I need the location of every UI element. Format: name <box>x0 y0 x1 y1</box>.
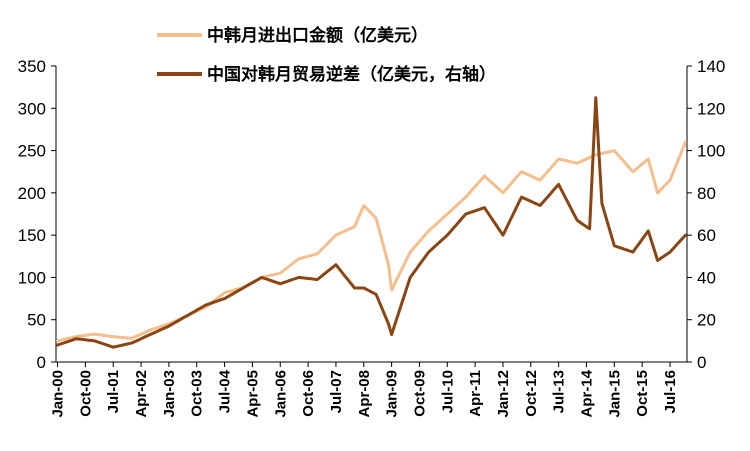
x-tick-label: Jan-03 <box>161 370 178 418</box>
y-right-tick-label: 120 <box>697 99 725 118</box>
y-left-tick-label: 150 <box>18 226 46 245</box>
y-axis-left: 0 50 100 150 200 250 300 350 <box>18 57 56 372</box>
y-left-tick-label: 250 <box>18 142 46 161</box>
y-right-tick-label: 140 <box>697 57 725 76</box>
series-layer <box>56 96 687 349</box>
x-tick-label: Jan-06 <box>272 370 289 418</box>
x-tick-label: Oct-15 <box>634 370 651 417</box>
x-tick-label: Jul-07 <box>328 370 345 413</box>
y-right-tick-label: 40 <box>697 268 716 287</box>
y-right-tick-label: 60 <box>697 226 716 245</box>
series-line-2 <box>56 96 687 349</box>
x-tick-label: Apr-11 <box>467 370 484 417</box>
x-tick-label: Jan-15 <box>606 370 623 418</box>
x-tick-label: Jan-00 <box>50 370 67 418</box>
x-tick-label: Jan-12 <box>495 370 512 418</box>
x-tick-label: Apr-14 <box>578 369 595 417</box>
y-left-tick-label: 350 <box>18 57 46 76</box>
x-tick-label: Oct-06 <box>300 370 317 417</box>
x-tick-label: Apr-02 <box>133 370 150 418</box>
x-tick-label: Oct-03 <box>189 370 206 417</box>
y-right-tick-label: 0 <box>697 353 706 372</box>
x-tick-label: Jan-09 <box>384 370 401 418</box>
y-right-tick-label: 100 <box>697 142 725 161</box>
x-tick-label: Jul-13 <box>551 370 568 413</box>
y-left-tick-label: 50 <box>27 311 46 330</box>
x-axis: Jan-00 Oct-00 Jul-01 Apr-02 Jan-03 Oct-03 Jul-… <box>50 362 679 418</box>
x-tick-label: Jul-01 <box>105 370 122 413</box>
axes <box>55 66 688 363</box>
series-line-1 <box>56 140 687 343</box>
y-axis-right: 0 20 40 60 80 100 120 140 <box>687 57 725 372</box>
legend-label-series-2: 中国对韩月贸易逆差（亿美元，右轴） <box>207 64 496 85</box>
x-tick-label: Apr-08 <box>356 370 373 418</box>
legend-label-series-1: 中韩月进出口金额（亿美元） <box>207 25 428 46</box>
y-right-tick-label: 20 <box>697 311 716 330</box>
x-tick-label: Jul-10 <box>439 370 456 413</box>
x-tick-label: Jul-04 <box>217 369 234 413</box>
y-left-tick-label: 200 <box>18 184 46 203</box>
x-tick-label: Oct-09 <box>411 370 428 417</box>
x-tick-label: Oct-12 <box>523 370 540 417</box>
y-left-tick-label: 0 <box>37 353 46 372</box>
y-left-tick-label: 100 <box>18 268 46 287</box>
legend: 中韩月进出口金额（亿美元） 中国对韩月贸易逆差（亿美元，右轴） <box>157 25 496 85</box>
x-tick-label: Apr-05 <box>244 370 261 418</box>
x-tick-label: Jul-16 <box>662 370 679 413</box>
y-left-tick-label: 300 <box>18 99 46 118</box>
x-tick-label: Oct-00 <box>77 370 94 417</box>
y-right-tick-label: 80 <box>697 184 716 203</box>
